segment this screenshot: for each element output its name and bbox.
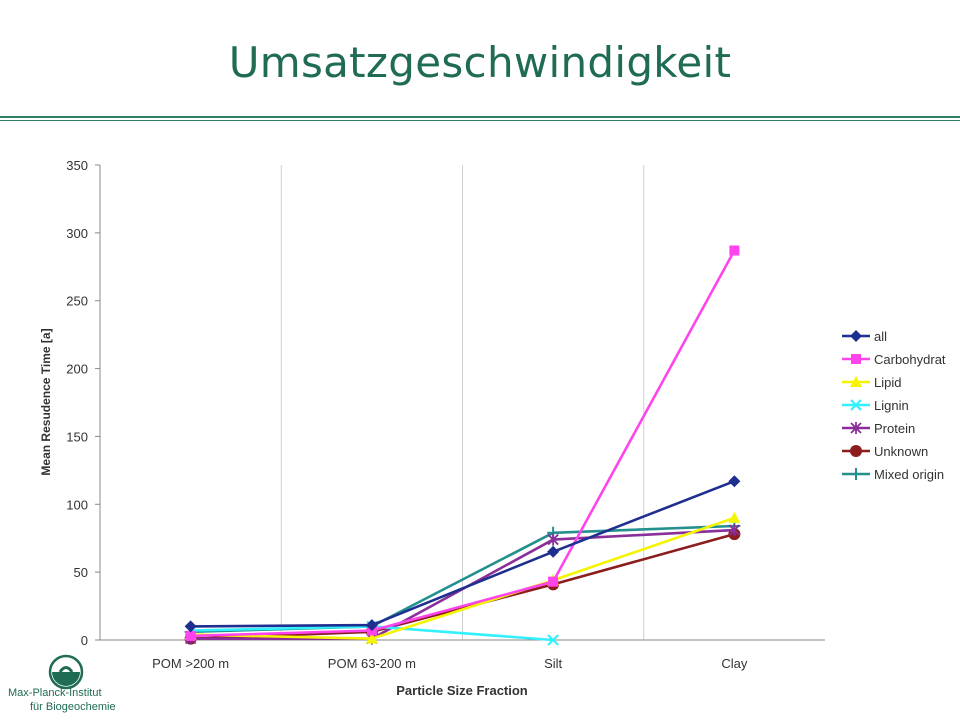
y-tick-label: 200 [66,362,88,377]
legend-label: Protein [874,421,915,436]
institute-name-line2: für Biogeochemie [30,701,116,713]
x-tick-label: Clay [721,656,748,671]
minerva-logo-icon [48,654,84,690]
legend-swatch-marker [850,330,862,342]
series-line-carbohydrat [190,249,736,638]
legend-label: Carbohydrat [874,352,946,367]
legend-label: Unknown [874,444,928,459]
x-tick-label: Silt [544,656,562,671]
legend-entry-mixed-origin: Mixed origin [842,467,944,482]
y-tick-label: 100 [66,497,88,512]
legend-swatch-marker [850,468,862,480]
y-tick-label: 50 [74,565,88,580]
x-axis-label: Particle Size Fraction [396,683,528,698]
institute-name-line1: Max-Planck-Institut [8,687,102,699]
data-point-lignin [547,634,559,646]
legend-entry-protein: Protein [842,421,915,436]
data-point-carbohydrat [729,245,740,256]
data-point-all [365,619,378,632]
y-tick-label: 350 [66,158,88,173]
data-point-all [547,545,560,558]
y-tick-label: 300 [66,226,88,241]
data-point-protein [547,533,559,546]
data-point-all [728,475,741,488]
legend-swatch-marker [850,422,862,434]
legend-label: Mixed origin [874,467,944,482]
legend-label: Lignin [874,398,909,413]
legend-entry-carbohydrat: Carbohydrat [842,352,946,367]
legend-swatch-marker [851,354,861,364]
x-tick-label: POM 63-200 m [328,656,416,671]
data-point-lipid [365,632,378,644]
title-rule [0,116,960,118]
legend-entry-all: all [842,329,887,344]
x-tick-label: POM >200 m [152,656,229,671]
legend-entry-lipid: Lipid [842,375,901,390]
y-tick-label: 250 [66,294,88,309]
legend-label: Lipid [874,375,901,390]
data-point-all [184,620,197,633]
y-tick-label: 150 [66,429,88,444]
legend-label: all [874,329,887,344]
legend-entry-unknown: Unknown [842,444,928,459]
legend-swatch-marker [850,399,862,411]
y-axis-label: Mean Resudence Time [a] [39,328,53,475]
data-point-lipid [728,511,741,523]
data-point-carbohydrat [548,576,559,587]
title-rule-thin [0,120,960,121]
series-all [184,475,741,633]
series-line-lipid [190,516,735,640]
legend-swatch-marker [850,376,862,387]
series-line-all [190,480,735,628]
legend-entry-lignin: Lignin [842,398,909,413]
legend-swatch-marker [850,445,862,457]
slide-title: Umsatzgeschwindigkeit [228,38,732,87]
data-point-carbohydrat [185,630,196,641]
data-point-protein [728,524,741,537]
y-tick-label: 0 [81,633,88,648]
